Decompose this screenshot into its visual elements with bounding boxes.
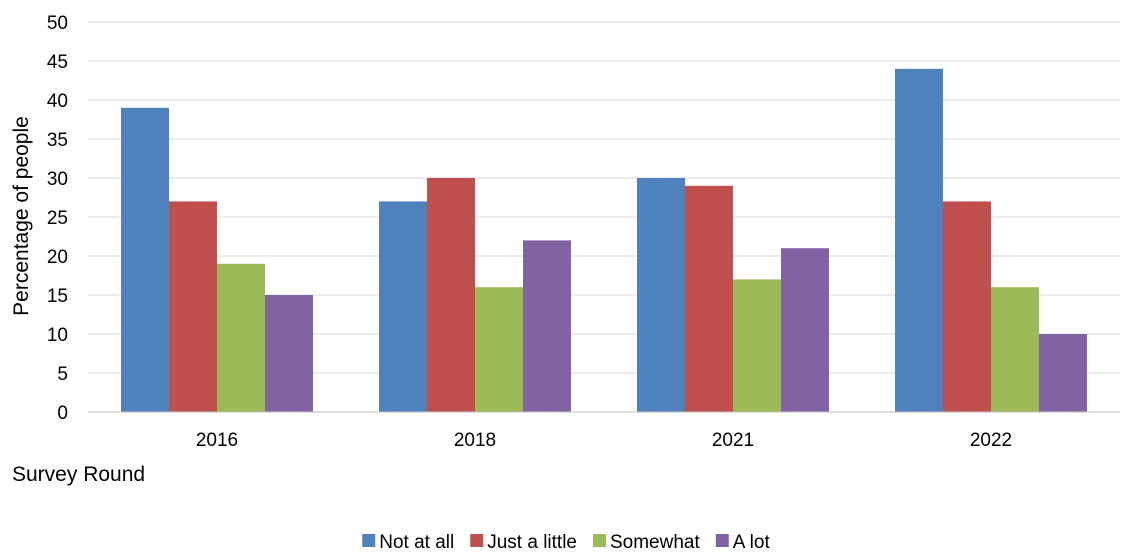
legend-label: Not at all [379, 532, 454, 553]
bar-somewhat-2021 [733, 279, 781, 412]
y-tick-label: 40 [47, 91, 68, 112]
bar-a-lot-2016 [265, 295, 313, 412]
bar-not-at-all-2018 [379, 201, 427, 412]
y-tick-label: 45 [47, 52, 68, 73]
legend-label: Just a little [487, 532, 577, 553]
bars [121, 68, 1087, 413]
x-tick-label: 2016 [196, 430, 238, 451]
y-tick-label: 10 [47, 325, 68, 346]
y-tick-label: 35 [47, 130, 68, 151]
x-tick-label: 2018 [454, 430, 496, 451]
legend-swatch-just-a-little [470, 534, 484, 547]
bar-somewhat-2018 [475, 287, 523, 412]
bar-somewhat-2016 [217, 263, 265, 412]
bar-just-a-little-2018 [427, 178, 475, 412]
y-axis-label: Percentage of people [10, 116, 33, 316]
y-tick-label: 30 [47, 169, 68, 190]
y-tick-label: 15 [47, 286, 68, 307]
bar-not-at-all-2021 [637, 178, 685, 412]
y-tick-label: 25 [47, 208, 68, 229]
bar-not-at-all-2022 [895, 68, 943, 413]
bar-just-a-little-2016 [169, 201, 217, 412]
legend-label: A lot [733, 532, 771, 553]
bar-just-a-little-2022 [943, 201, 991, 412]
legend-swatch-not-at-all [362, 534, 376, 547]
legend-swatch-somewhat [592, 534, 606, 547]
x-tick-label: 2021 [712, 430, 754, 451]
x-axis-label: Survey Round [12, 463, 145, 486]
bar-a-lot-2021 [781, 248, 829, 412]
y-tick-label: 50 [47, 13, 68, 34]
bar-a-lot-2018 [523, 240, 571, 412]
bar-a-lot-2022 [1039, 334, 1087, 412]
y-axis: 0 5 10 15 20 25 30 35 40 45 50 [47, 13, 68, 424]
legend: Not at all Just a little Somewhat A lot [362, 532, 770, 553]
legend-swatch-a-lot [715, 534, 729, 547]
bar-not-at-all-2016 [121, 107, 169, 413]
legend-label: Somewhat [610, 532, 700, 553]
y-tick-label: 20 [47, 247, 68, 268]
bar-somewhat-2022 [991, 287, 1039, 412]
x-axis: 2016 2018 2021 2022 [196, 430, 1012, 451]
bar-just-a-little-2021 [685, 185, 733, 412]
y-tick-label: 0 [57, 403, 68, 424]
x-tick-label: 2022 [970, 430, 1012, 451]
y-tick-label: 5 [57, 364, 68, 385]
